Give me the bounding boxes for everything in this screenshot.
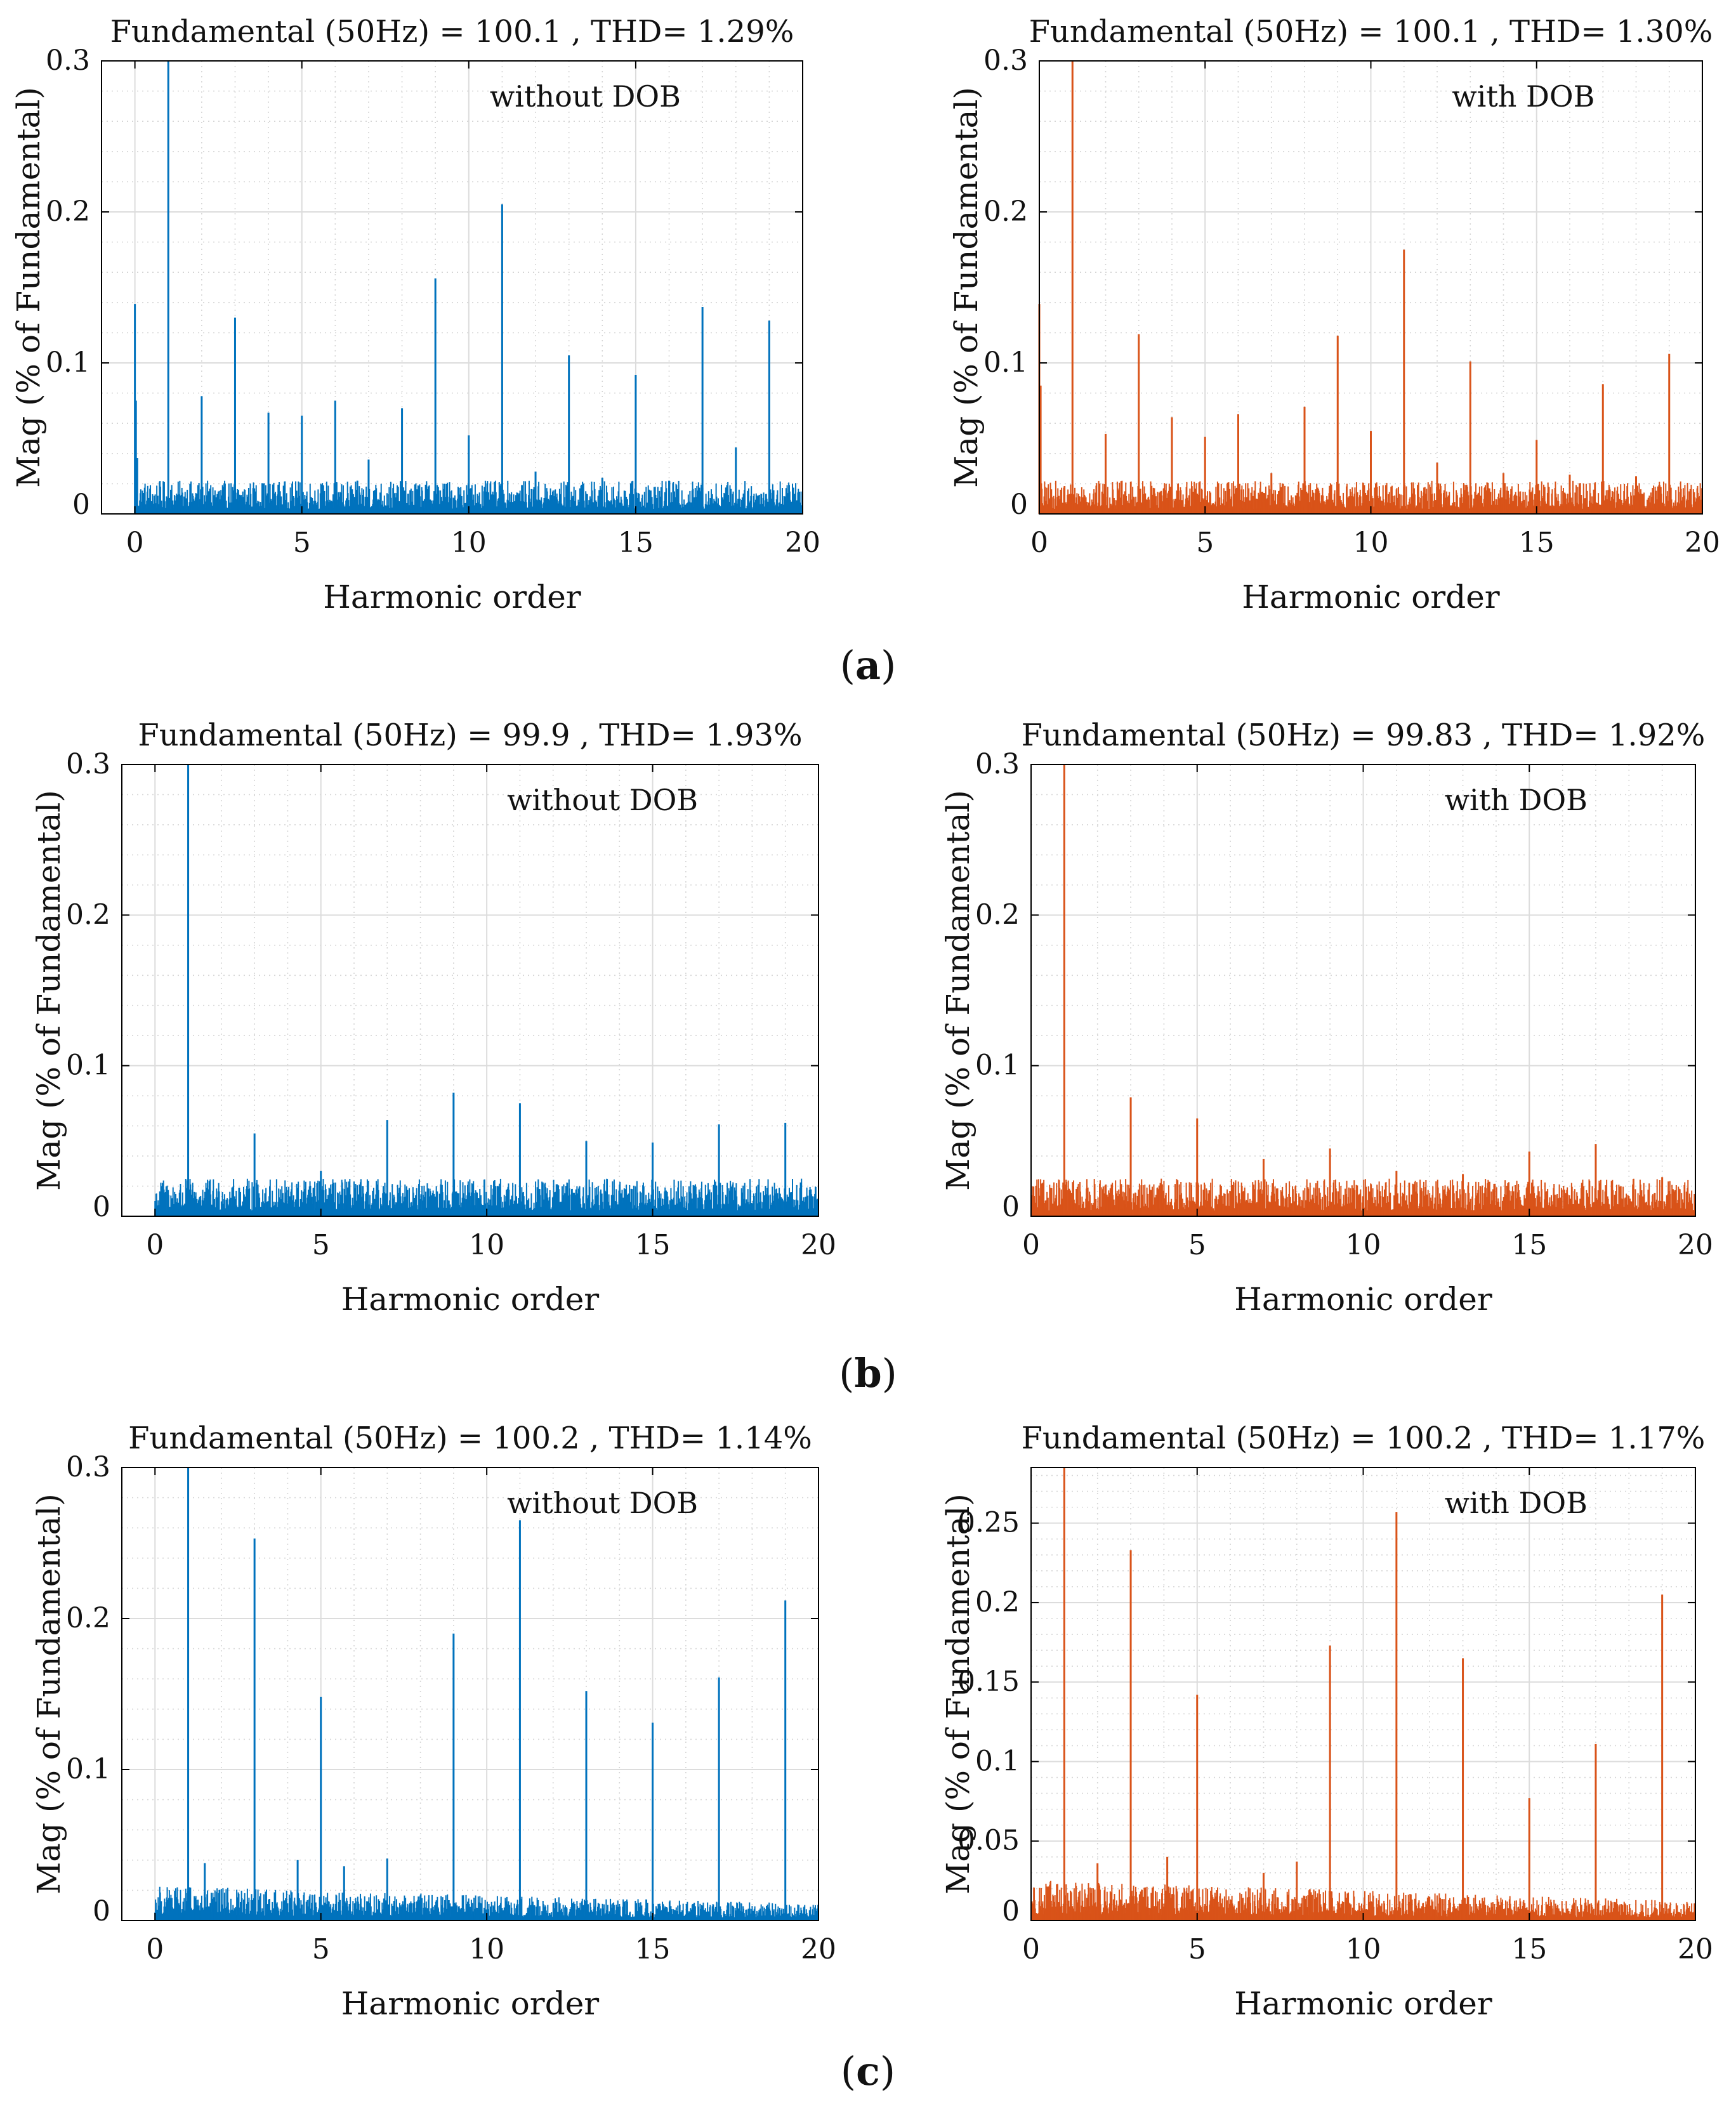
x-tick-label: 20 (801, 1229, 836, 1261)
x-tick-label: 0 (126, 527, 144, 559)
y-tick-label: 0.2 (46, 195, 90, 228)
y-axis-label: Mag (% of Fundamental) (10, 87, 47, 488)
y-tick-label: 0.1 (46, 346, 90, 379)
x-tick-label: 20 (785, 527, 820, 559)
chart-a-left: 0 5 10 15 20 0 0.1 0.2 0.3 Fundamental (50Hz) = 1… (10, 14, 820, 615)
y-tick-label: 0.3 (66, 748, 110, 780)
x-axis-label: Harmonic order (341, 1281, 600, 1318)
y-axis-label: Mag (% of Fundamental) (948, 87, 985, 488)
chart-b-left: 0 5 10 15 20 0 0.1 0.2 0.3 Fundamental (50Hz) = 9… (30, 718, 836, 1318)
x-tick-label: 20 (1685, 527, 1720, 559)
x-tick-label: 10 (451, 527, 487, 559)
x-tick-label: 15 (1519, 527, 1555, 559)
x-tick-label: 10 (1353, 527, 1389, 559)
chart-title: Fundamental (50Hz) = 100.1 , THD= 1.29% (110, 14, 794, 49)
x-tick-label: 15 (635, 1229, 671, 1261)
y-tick-label: 0.2 (66, 898, 110, 931)
x-tick-label: 5 (312, 1229, 330, 1261)
chart-title: Fundamental (50Hz) = 100.1 , THD= 1.30% (1029, 14, 1713, 49)
y-tick-label: 0.3 (46, 44, 90, 77)
y-axis-label: Mag (% of Fundamental) (30, 790, 67, 1191)
y-tick-label: 0 (93, 1191, 110, 1223)
y-tick-label: 0.1 (983, 346, 1028, 379)
y-tick-label: 0.1 (66, 1049, 110, 1082)
x-tick-label: 15 (618, 527, 654, 559)
x-axis-label: Harmonic order (323, 579, 581, 615)
x-tick-label: 5 (293, 527, 311, 559)
condition-annotation: without DOB (507, 783, 698, 817)
y-tick-label: 0.3 (983, 44, 1028, 77)
x-tick-label: 5 (1196, 527, 1214, 559)
condition-annotation: without DOB (490, 79, 681, 114)
x-tick-label: 10 (469, 1229, 504, 1261)
chart-title: Fundamental (50Hz) = 99.9 , THD= 1.93% (138, 718, 802, 753)
y-tick-label: 0 (1010, 489, 1028, 521)
condition-annotation: with DOB (1452, 79, 1595, 114)
x-axis-label: Harmonic order (1242, 579, 1500, 615)
y-tick-label: 0 (72, 489, 90, 521)
x-tick-label: 0 (1030, 527, 1048, 559)
y-tick-label: 0.2 (983, 195, 1028, 228)
plot-area (102, 61, 803, 514)
plot-area (122, 765, 819, 1216)
x-tick-label: 0 (146, 1229, 164, 1261)
